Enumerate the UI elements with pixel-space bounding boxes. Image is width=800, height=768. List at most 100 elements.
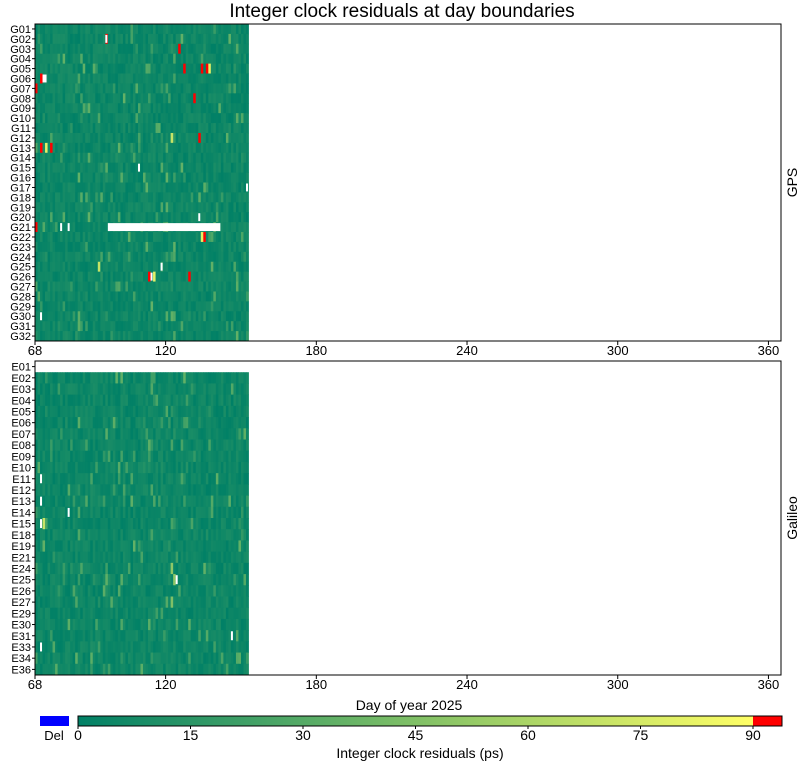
heatmap-cell xyxy=(178,619,181,631)
heatmap-cell xyxy=(163,123,166,133)
heatmap-cell xyxy=(208,272,211,282)
heatmap-cell xyxy=(221,143,224,153)
heatmap-cell xyxy=(113,496,116,508)
heatmap-cell xyxy=(188,462,191,474)
heatmap-cell xyxy=(161,183,164,193)
heatmap-cell xyxy=(236,597,239,609)
heatmap-cell xyxy=(211,291,214,301)
heatmap-cell xyxy=(216,563,219,575)
heatmap-cell xyxy=(163,272,166,282)
heatmap-cell xyxy=(115,183,118,193)
heatmap-cell xyxy=(193,496,196,508)
heatmap-cell xyxy=(216,232,219,242)
heatmap-cell xyxy=(238,630,241,642)
heatmap-cell xyxy=(105,54,108,64)
heatmap-cell xyxy=(243,311,246,321)
heatmap-cell xyxy=(38,518,41,530)
heatmap-cell xyxy=(135,153,138,163)
heatmap-cell xyxy=(48,507,51,519)
heatmap-cell xyxy=(133,242,136,252)
heatmap-cell xyxy=(50,529,53,541)
heatmap-cell xyxy=(161,272,164,282)
heatmap-cell xyxy=(63,83,66,93)
heatmap-cell xyxy=(60,242,63,252)
heatmap-cell xyxy=(156,440,159,452)
heatmap-cell xyxy=(40,262,43,272)
heatmap-cell xyxy=(228,153,231,163)
heatmap-cell xyxy=(68,321,71,331)
heatmap-cell xyxy=(123,252,126,262)
heatmap-cell xyxy=(228,163,231,173)
heatmap-cell xyxy=(45,395,48,407)
heatmap-cell xyxy=(238,473,241,485)
heatmap-cell xyxy=(100,484,103,496)
heatmap-cell xyxy=(163,641,166,653)
heatmap-cell xyxy=(85,462,88,474)
heatmap-cell xyxy=(125,484,128,496)
heatmap-cell xyxy=(85,630,88,642)
heatmap-cell xyxy=(233,44,236,54)
heatmap-cell xyxy=(233,311,236,321)
heatmap-cell xyxy=(198,619,201,631)
heatmap-cell xyxy=(196,507,199,519)
heatmap-cell xyxy=(120,552,123,564)
heatmap-cell xyxy=(178,272,181,282)
heatmap-cell xyxy=(153,406,156,418)
heatmap-cell xyxy=(216,64,219,74)
heatmap-cell xyxy=(128,540,131,552)
heatmap-cell xyxy=(211,24,214,34)
heatmap-cell xyxy=(191,552,194,564)
heatmap-cell xyxy=(218,291,221,301)
heatmap-cell xyxy=(176,563,179,575)
heatmap-cell xyxy=(203,232,206,242)
heatmap-cell xyxy=(108,291,111,301)
heatmap-cell xyxy=(243,44,246,54)
heatmap-cell xyxy=(140,192,143,202)
heatmap-cell xyxy=(193,372,196,384)
heatmap-cell xyxy=(153,44,156,54)
heatmap-cell xyxy=(148,272,151,282)
heatmap-cell xyxy=(196,518,199,530)
heatmap-cell xyxy=(223,540,226,552)
heatmap-cell xyxy=(123,311,126,321)
heatmap-cell xyxy=(105,641,108,653)
heatmap-cell xyxy=(198,242,201,252)
heatmap-cell xyxy=(221,417,224,429)
heatmap-cell xyxy=(211,44,214,54)
heatmap-cell xyxy=(216,331,219,341)
heatmap-cell xyxy=(65,552,68,564)
heatmap-cell xyxy=(218,417,221,429)
heatmap-cell xyxy=(115,563,118,575)
heatmap-cell xyxy=(148,183,151,193)
heatmap-cell xyxy=(201,34,204,44)
heatmap-cell xyxy=(228,311,231,321)
heatmap-cell xyxy=(83,608,86,620)
heatmap-cell xyxy=(178,34,181,44)
heatmap-cell xyxy=(73,103,76,113)
heatmap-cell xyxy=(156,540,159,552)
heatmap-cell xyxy=(171,291,174,301)
heatmap-cell xyxy=(168,44,171,54)
heatmap-cell xyxy=(120,372,123,384)
heatmap-cell xyxy=(125,64,128,74)
heatmap-cell xyxy=(93,123,96,133)
heatmap-cell xyxy=(153,653,156,665)
heatmap-cell xyxy=(213,242,216,252)
heatmap-cell xyxy=(243,301,246,311)
heatmap-cell xyxy=(93,113,96,123)
heatmap-cell xyxy=(173,630,176,642)
heatmap-cell xyxy=(108,496,111,508)
heatmap-cell xyxy=(148,93,151,103)
heatmap-cell xyxy=(183,153,186,163)
heatmap-cell xyxy=(238,440,241,452)
heatmap-cell xyxy=(211,552,214,564)
heatmap-cell xyxy=(196,64,199,74)
heatmap-cell xyxy=(108,440,111,452)
heatmap-cell xyxy=(228,212,231,222)
heatmap-cell xyxy=(55,54,58,64)
heatmap-cell xyxy=(236,473,239,485)
heatmap-cell xyxy=(45,24,48,34)
heatmap-cell xyxy=(73,282,76,292)
heatmap-cell xyxy=(208,282,211,292)
heatmap-cell xyxy=(70,585,73,597)
